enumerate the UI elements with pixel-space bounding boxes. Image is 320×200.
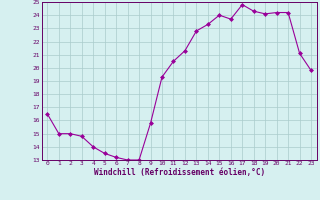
X-axis label: Windchill (Refroidissement éolien,°C): Windchill (Refroidissement éolien,°C) [94,168,265,177]
